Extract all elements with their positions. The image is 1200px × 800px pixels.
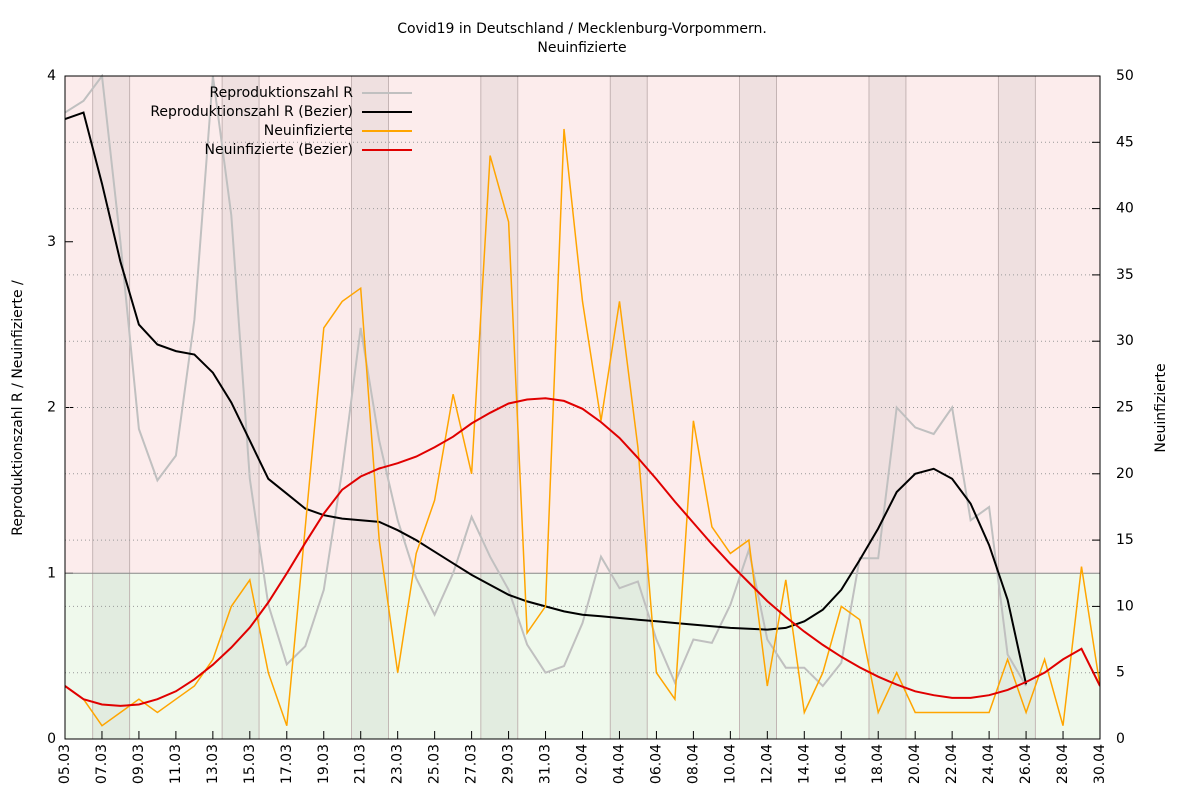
chart-title: Covid19 in Deutschland / Mecklenburg-Vor… <box>397 21 767 37</box>
zone-above <box>65 76 1100 574</box>
x-tick-label: 22.04 <box>944 744 960 784</box>
x-tick-label: 05.03 <box>57 744 73 784</box>
x-tick-label: 26.04 <box>1018 744 1034 784</box>
legend-label: Reproduktionszahl R <box>210 85 354 101</box>
legend-label: Neuinfizierte (Bezier) <box>205 142 353 158</box>
x-tick-label: 29.03 <box>501 744 517 784</box>
x-tick-label: 13.03 <box>205 744 221 784</box>
y-axis-label: Reproduktionszahl R / Neuinfizierte / <box>10 280 26 536</box>
y2-tick-label: 35 <box>1116 267 1134 283</box>
y2-tick-label: 15 <box>1116 532 1134 548</box>
x-tick-label: 19.03 <box>316 744 332 784</box>
x-tick-label: 09.03 <box>131 744 147 784</box>
x-tick-label: 16.04 <box>833 744 849 784</box>
x-tick-label: 28.04 <box>1055 744 1071 784</box>
legend-label: Neuinfizierte <box>264 123 353 139</box>
y-tick-label: 3 <box>47 234 56 250</box>
x-tick-label: 07.03 <box>94 744 110 784</box>
x-tick-label: 06.04 <box>648 744 664 784</box>
week-band <box>92 76 130 739</box>
y2-tick-label: 45 <box>1116 134 1134 150</box>
week-band <box>868 76 906 739</box>
x-tick-label: 08.04 <box>685 744 701 784</box>
x-tick-label: 25.03 <box>427 744 443 784</box>
series-line <box>65 128 1100 727</box>
x-tick-label: 15.03 <box>242 744 258 784</box>
y2-tick-label: 5 <box>1116 665 1125 681</box>
x-tick-label: 11.03 <box>168 744 184 784</box>
y2-tick-label: 0 <box>1116 731 1125 747</box>
series-line <box>65 397 1100 707</box>
y2-tick-label: 20 <box>1116 466 1134 482</box>
chart-subtitle: Neuinfizierte <box>537 40 626 56</box>
y2-tick-label: 10 <box>1116 598 1134 614</box>
y-tick-label: 1 <box>47 565 56 581</box>
x-tick-label: 14.04 <box>796 744 812 784</box>
series-line <box>65 74 1027 688</box>
x-tick-label: 18.04 <box>870 744 886 784</box>
y-tick-label: 4 <box>47 68 56 84</box>
zone-below <box>65 573 1100 739</box>
x-tick-label: 27.03 <box>464 744 480 784</box>
legend-label: Reproduktionszahl R (Bezier) <box>150 104 353 120</box>
x-tick-label: 24.04 <box>981 744 997 784</box>
x-tick-label: 20.04 <box>907 744 923 784</box>
x-tick-label: 31.03 <box>538 744 554 784</box>
x-tick-label: 04.04 <box>611 744 627 784</box>
y2-tick-label: 40 <box>1116 201 1134 217</box>
y2-tick-label: 30 <box>1116 333 1134 349</box>
x-tick-label: 17.03 <box>279 744 295 784</box>
plot-frame <box>64 75 1101 740</box>
x-tick-label: 02.04 <box>575 744 591 784</box>
y2-tick-label: 50 <box>1116 68 1134 84</box>
y2-axis-label: Neuinfizierte <box>1153 363 1169 452</box>
y2-tick-label: 25 <box>1116 400 1134 416</box>
x-tick-label: 23.03 <box>390 744 406 784</box>
y-tick-label: 0 <box>47 731 56 747</box>
y-tick-label: 2 <box>47 400 56 416</box>
x-tick-label: 10.04 <box>722 744 738 784</box>
x-tick-label: 12.04 <box>759 744 775 784</box>
x-tick-label: 21.03 <box>353 744 369 784</box>
x-tick-label: 30.04 <box>1092 744 1108 784</box>
